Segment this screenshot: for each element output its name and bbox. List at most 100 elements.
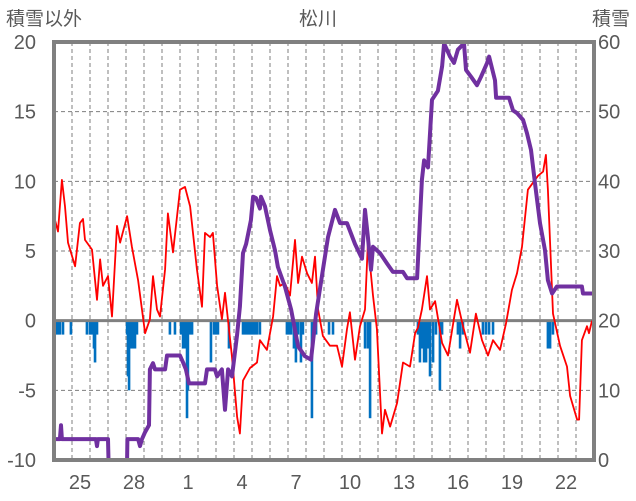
chart-title: 松川 — [299, 8, 337, 30]
bar — [247, 320, 251, 335]
left-tick-label: -10 — [7, 450, 36, 472]
right-tick-label: 10 — [598, 380, 620, 402]
x-tick-label: 13 — [393, 472, 415, 494]
bar — [127, 320, 131, 391]
bar — [310, 320, 314, 419]
snow-depth-line — [54, 41, 594, 462]
bar — [301, 320, 305, 335]
bar — [253, 320, 257, 335]
bar — [85, 320, 89, 335]
bar — [424, 320, 428, 363]
bar — [216, 320, 220, 335]
bar — [299, 320, 303, 363]
right-tick-label: 50 — [598, 102, 620, 124]
left-tick-label: 15 — [14, 102, 36, 124]
bar — [289, 320, 293, 335]
bar — [245, 320, 249, 335]
bar — [487, 320, 491, 335]
x-tick-label: 25 — [69, 472, 91, 494]
bar — [285, 320, 289, 335]
bar — [179, 320, 183, 335]
bar — [58, 320, 62, 335]
bar — [481, 320, 485, 335]
x-tick-label: 19 — [501, 472, 523, 494]
bar — [173, 320, 177, 335]
bar — [434, 320, 438, 335]
bar — [90, 320, 94, 335]
left-tick-label: 10 — [14, 171, 36, 193]
non-snow-line — [53, 153, 593, 435]
bar — [249, 320, 253, 335]
bar — [296, 320, 300, 335]
bar — [61, 320, 65, 335]
bar — [546, 320, 550, 349]
bar — [135, 320, 139, 335]
bar — [190, 320, 194, 335]
left-tick-label: -5 — [18, 380, 36, 402]
bar — [209, 320, 213, 363]
bar — [129, 320, 133, 349]
bar — [418, 320, 422, 363]
bar — [241, 320, 245, 335]
bar — [456, 320, 460, 335]
right-tick-label: 20 — [598, 311, 620, 333]
x-tick-label: 28 — [123, 472, 145, 494]
bar — [69, 320, 73, 335]
bar — [255, 320, 259, 335]
plot-frame — [52, 40, 596, 462]
bar — [243, 320, 247, 335]
left-tick-label: 5 — [25, 241, 36, 263]
bar — [491, 320, 495, 335]
bar — [131, 320, 135, 349]
x-tick-label: 7 — [290, 472, 301, 494]
x-tick-label: 4 — [236, 472, 247, 494]
bar — [420, 320, 424, 349]
bar — [426, 320, 430, 349]
bar — [214, 320, 218, 335]
bar — [458, 320, 462, 349]
bar — [93, 320, 97, 363]
bar — [366, 320, 370, 349]
line-series — [53, 41, 594, 462]
bar — [428, 320, 432, 377]
bar — [548, 320, 552, 349]
bar — [168, 320, 172, 335]
bar — [133, 320, 137, 349]
left-axis-title: 積雪以外 — [6, 8, 82, 30]
bar — [438, 320, 442, 391]
bar — [551, 320, 555, 335]
right-tick-label: 30 — [598, 241, 620, 263]
bar — [183, 320, 187, 349]
bar — [88, 320, 92, 335]
x-tick-label: 16 — [447, 472, 469, 494]
bar — [181, 320, 185, 349]
bar — [331, 320, 335, 335]
x-tick-label: 22 — [555, 472, 577, 494]
bar — [186, 320, 190, 391]
bar — [95, 320, 99, 335]
right-tick-label: 60 — [598, 32, 620, 54]
x-tick-label: 1 — [182, 472, 193, 494]
bar — [327, 320, 331, 335]
bar — [251, 320, 255, 335]
bar — [368, 320, 372, 419]
bar — [188, 320, 192, 335]
bar — [212, 320, 216, 335]
bar — [287, 320, 291, 335]
bar — [363, 320, 367, 349]
right-axis-title: 積雪 — [592, 8, 630, 30]
bar-series — [54, 320, 555, 419]
x-tick-label: 10 — [339, 472, 361, 494]
left-tick-label: 0 — [25, 311, 36, 333]
bar — [440, 320, 444, 335]
bar — [431, 320, 435, 363]
bar — [258, 320, 262, 335]
bar — [56, 320, 60, 335]
left-tick-label: 20 — [14, 32, 36, 54]
right-tick-label: 0 — [598, 450, 609, 472]
bar — [422, 320, 426, 363]
bar — [484, 320, 488, 335]
right-tick-label: 40 — [598, 171, 620, 193]
